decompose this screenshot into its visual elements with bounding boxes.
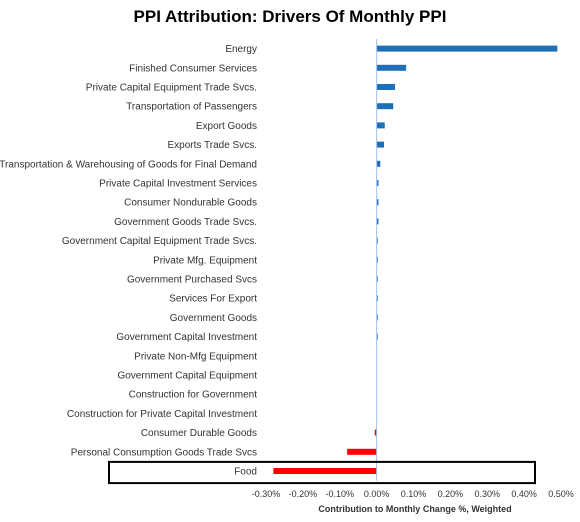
bar	[376, 314, 378, 321]
category-label: Private Capital Investment Services	[99, 179, 257, 190]
category-label: Food	[234, 467, 257, 478]
bar	[376, 103, 394, 110]
bar	[273, 468, 377, 474]
x-tick-labels: -0.30% -0.20% -0.10% 0.00% 0.10% 0.20% 0.30% 0.…	[252, 489, 574, 499]
category-label: Export Goods	[196, 121, 257, 132]
bar	[376, 295, 378, 302]
x-tick-label: 0.10%	[401, 489, 427, 499]
x-tick-label: 0.30%	[474, 489, 500, 499]
category-label: Transportation & Warehousing of Goods fo…	[0, 159, 257, 170]
category-label: Services For Export	[169, 294, 257, 305]
x-tick-label: 0.00%	[364, 489, 390, 499]
bar	[376, 333, 378, 340]
x-axis-label: Contribution to Monthly Change %, Weight…	[318, 504, 511, 514]
bar	[376, 276, 378, 282]
category-label: Energy	[225, 44, 257, 55]
category-label: Government Purchased Svcs	[127, 275, 257, 286]
bar	[376, 84, 396, 90]
bar	[376, 64, 407, 71]
category-label: Transportation of Passengers	[126, 102, 257, 113]
category-label: Construction for Government	[129, 390, 258, 401]
bars	[273, 45, 558, 474]
chart-title: PPI Attribution: Drivers Of Monthly PPI	[134, 7, 447, 26]
bar	[376, 141, 384, 148]
bar	[374, 429, 377, 436]
category-label: Government Goods	[170, 313, 257, 324]
bar	[376, 256, 378, 263]
category-label: Government Capital Equipment	[117, 371, 257, 382]
x-tick-label: -0.10%	[325, 489, 354, 499]
bar	[376, 122, 385, 129]
category-label: Government Goods Trade Svcs.	[114, 217, 257, 228]
category-label: Government Capital Investment	[116, 332, 257, 343]
category-label: Private Non-Mfg Equipment	[134, 351, 257, 362]
category-label: Consumer Nondurable Goods	[124, 198, 257, 209]
category-label: Consumer Durable Goods	[141, 428, 257, 439]
category-label: Government Capital Equipment Trade Svcs.	[62, 236, 257, 247]
bar	[376, 199, 379, 206]
bar	[376, 218, 379, 225]
bar	[376, 180, 379, 186]
x-tick-label: 0.20%	[438, 489, 464, 499]
x-tick-label: 0.50%	[548, 489, 574, 499]
bar	[347, 448, 377, 455]
category-label: Private Mfg. Equipment	[153, 255, 257, 266]
highlight-box	[108, 460, 536, 485]
category-label: Personal Consumption Goods Trade Svcs	[71, 447, 257, 458]
category-label: Private Capital Equipment Trade Svcs.	[86, 83, 257, 94]
bar	[376, 237, 378, 244]
category-labels: Energy Finished Consumer Services Private …	[0, 44, 257, 477]
x-tick-label: -0.20%	[289, 489, 318, 499]
bar	[376, 160, 381, 167]
category-label: Finished Consumer Services	[129, 63, 257, 74]
x-tick-label: 0.40%	[511, 489, 537, 499]
category-label: Construction for Private Capital Investm…	[67, 409, 257, 420]
category-label: Exports Trade Svcs.	[168, 140, 257, 151]
bar	[376, 45, 558, 52]
x-tick-label: -0.30%	[252, 489, 281, 499]
